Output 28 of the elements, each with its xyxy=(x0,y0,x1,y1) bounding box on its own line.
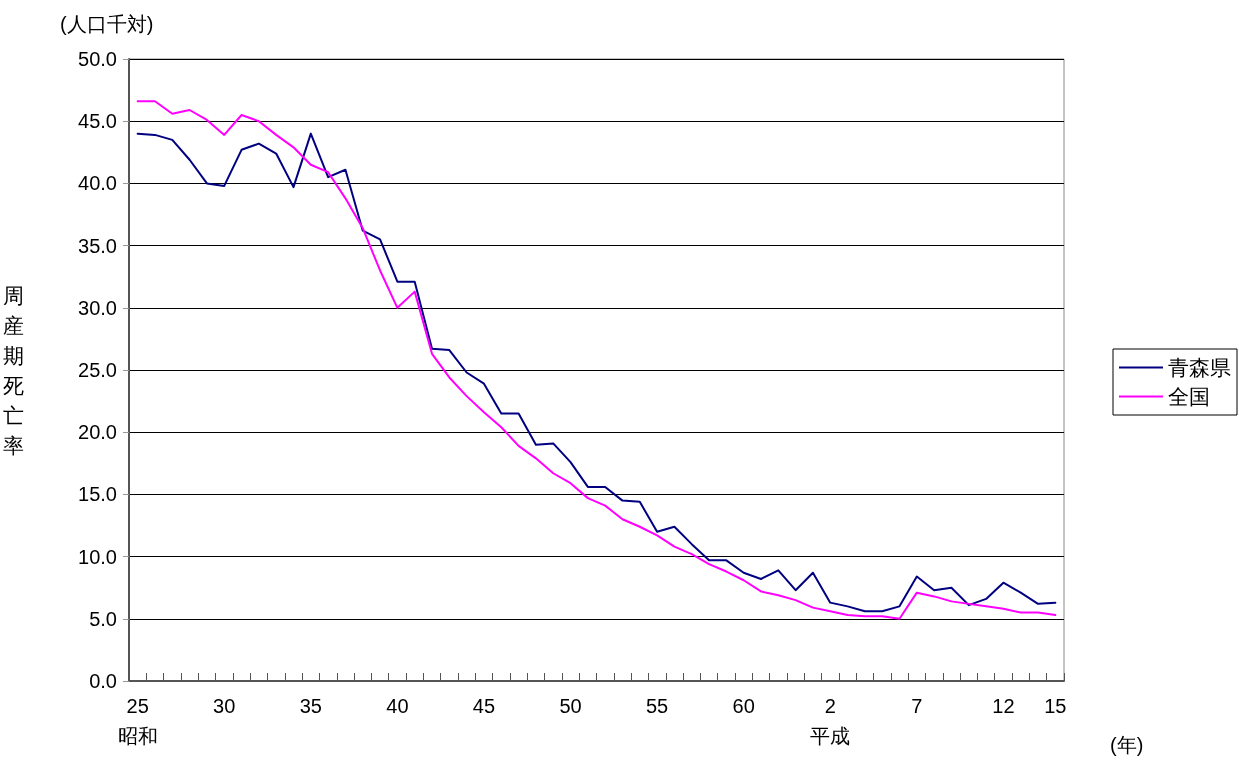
x-tick-label: 12 xyxy=(992,695,1015,717)
y-tick-label: 35.0 xyxy=(78,234,117,257)
text: (人口千対) xyxy=(60,13,154,35)
y-tick-label: 50.0 xyxy=(78,48,117,70)
y-tick-label: 40.0 xyxy=(78,172,117,195)
x-tick-label: 40 xyxy=(386,695,409,717)
x-tick-label: 2 平成 xyxy=(810,695,851,747)
y-tick-label: 5.0 xyxy=(89,607,117,630)
x-tick-label: 7 xyxy=(911,695,923,717)
y-tick-label: 30.0 xyxy=(78,296,117,319)
y-tick-label: 10.0 xyxy=(78,545,117,568)
x-tick-label: 55 xyxy=(645,695,669,717)
x-tick-label: 25 昭和 xyxy=(117,695,158,747)
x-tick-label: 60 xyxy=(732,695,755,717)
y-tick-label: 25.0 xyxy=(78,359,117,381)
x-tick-label: 50 xyxy=(559,695,582,717)
x-tick-label: 35 xyxy=(299,695,322,717)
text: (年) xyxy=(1110,734,1144,756)
x-tick-label: 45 xyxy=(472,695,496,717)
legend-label: 全国 xyxy=(1168,385,1210,408)
y-tick-label: 0.0 xyxy=(89,670,117,692)
x-tick-label: 15 xyxy=(1044,695,1067,717)
x-tick-label: 30 xyxy=(213,695,236,717)
y-tick-label: 15.0 xyxy=(78,483,117,506)
y-axis-title: 周産期死亡率 xyxy=(3,283,24,457)
y-tick-label: 45.0 xyxy=(78,110,117,133)
y-tick-label: 20.0 xyxy=(78,421,117,444)
legend-label: 青森県 xyxy=(1168,356,1231,379)
